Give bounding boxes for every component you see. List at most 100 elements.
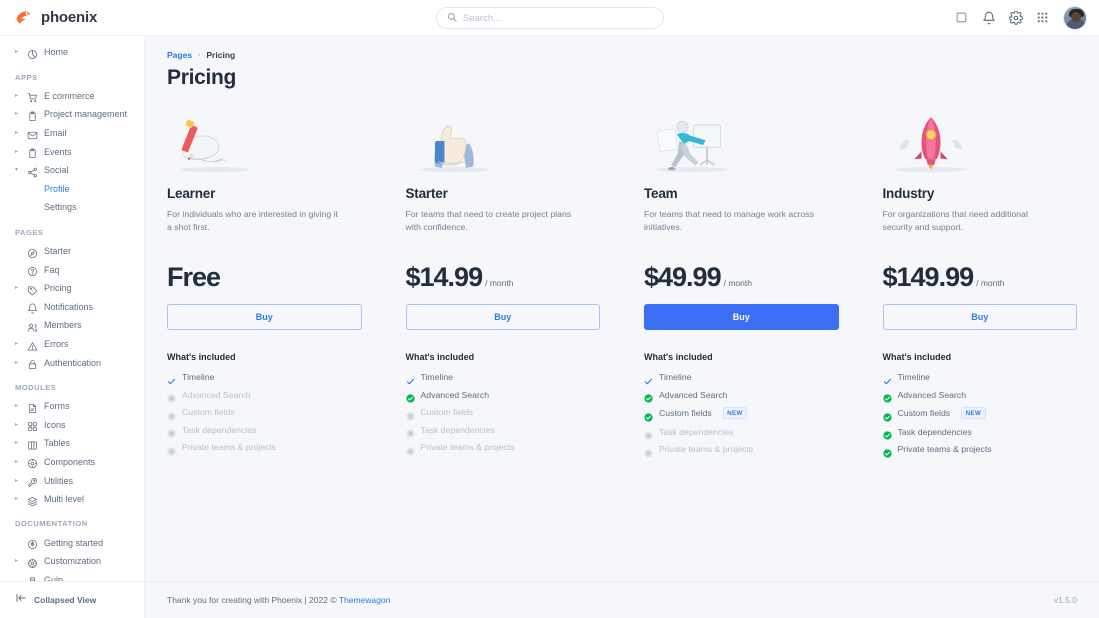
sidebar-item-e-commerce[interactable]: ▸ E commerce (0, 87, 144, 106)
sidebar-subitem-settings[interactable]: Settings (0, 198, 144, 217)
sidebar-item-label: Social (44, 165, 69, 176)
envelope-icon (27, 128, 38, 139)
sidebar-item-notifications[interactable]: Notifications (0, 298, 144, 317)
pricing-card-learner: Learner For individuals who are intereste… (167, 114, 362, 456)
plan-price-period: / month (723, 278, 752, 288)
sidebar-item-home[interactable]: ▸ Home (0, 43, 144, 62)
cross-circle-disabled-icon (405, 408, 415, 421)
feature-item: Timeline (883, 372, 1078, 384)
whats-included-title: What's included (167, 352, 236, 362)
plan-price-row: $14.99/ month (406, 262, 601, 292)
bell-icon[interactable] (982, 11, 996, 25)
sidebar-item-pricing[interactable]: ▸ Pricing (0, 279, 144, 298)
buy-button-industry[interactable]: Buy (882, 304, 1077, 330)
pricing-card-team: Team For teams that need to manage work a… (644, 114, 839, 458)
check-circle-filled-icon (882, 409, 892, 422)
main-content: Pages › Pricing Pricing Learner For indiv… (145, 36, 1099, 618)
sidebar-nav[interactable]: ▸ Home APPS ▸ E commerce ▸ Project management ▸… (0, 36, 144, 581)
feature-label: Task dependencies (897, 426, 972, 437)
chevron-right-icon: ▸ (15, 130, 19, 137)
plan-name: Learner (167, 186, 216, 201)
sidebar-item-icons[interactable]: ▸ Icons (0, 416, 144, 435)
plan-description: For teams that need to manage work acros… (644, 209, 814, 233)
feature-list: Timeline Advanced Search Custom fields Task… (405, 372, 601, 456)
feature-item: Timeline (406, 372, 601, 384)
sidebar-item-social[interactable]: ▾ Social (0, 161, 144, 180)
sidebar-item-components[interactable]: ▸ Components (0, 453, 144, 472)
feature-label: Task dependencies (420, 424, 495, 435)
plan-price-row: $149.99/ month (883, 262, 1078, 292)
feature-label: Task dependencies (659, 426, 734, 437)
body-row: ▸ Home APPS ▸ E commerce ▸ Project management ▸… (0, 36, 1099, 618)
feature-label: Timeline (659, 372, 692, 382)
sidebar-item-multi-level[interactable]: ▸ Multi level (0, 490, 144, 509)
sidebar-item-starter[interactable]: Starter (0, 242, 144, 261)
cog-circle-icon (27, 456, 38, 469)
sidebar-item-events[interactable]: ▸ Events (0, 142, 144, 161)
chevron-right-icon: ▸ (15, 49, 19, 56)
brand[interactable]: phoenix (0, 8, 145, 28)
chevron-right-icon: ▸ (15, 92, 19, 99)
feature-label: Timeline (420, 372, 454, 382)
sidebar-item-getting-started[interactable]: Getting started (0, 533, 144, 552)
avatar-face (1071, 11, 1081, 22)
hand-writing-pencil-illustration (167, 114, 263, 176)
sidebar-item-faq[interactable]: Faq (0, 260, 144, 279)
plan-price-row: $49.99/ month (644, 262, 839, 292)
cross-circle-disabled-icon (167, 443, 176, 456)
collapsed-view-toggle[interactable]: Collapsed View (0, 581, 144, 618)
pricing-card-starter: Starter For teams that need to create pro… (405, 114, 601, 456)
search-box[interactable] (436, 7, 664, 29)
sidebar-item-forms[interactable]: ▸ Forms (0, 397, 144, 416)
sidebar-item-members[interactable]: Members (0, 316, 144, 335)
cup-icon (27, 574, 38, 581)
pricing-card-industry: Industry For organizations that need addi… (882, 114, 1078, 458)
question-circle-icon (27, 264, 38, 277)
sidebar-item-utilities[interactable]: ▸ Utilities (0, 471, 144, 490)
breadcrumb-parent[interactable]: Pages (167, 50, 193, 60)
sidebar-item-gulp[interactable]: Gulp (0, 571, 144, 581)
buy-button-team[interactable]: Buy (644, 304, 839, 330)
topbar-actions (955, 5, 1099, 30)
sidebar-item-errors[interactable]: ▸ Errors (0, 335, 144, 354)
sidebar-item-authentication[interactable]: ▸ Authentication (0, 353, 144, 372)
feature-label: Task dependencies (182, 424, 257, 435)
plan-description: For teams that need to create project pl… (405, 209, 572, 233)
feature-item: Advanced Search (882, 390, 1078, 403)
sidebar-item-tables[interactable]: ▸ Tables (0, 434, 144, 453)
gear-icon[interactable] (1008, 10, 1024, 25)
sidebar-item-label: Starter (44, 246, 72, 257)
sidebar-item-customization[interactable]: ▸ Customization (0, 552, 144, 571)
apps-grid-icon[interactable] (1036, 11, 1050, 25)
sidebar-item-project-management[interactable]: ▸ Project management (0, 105, 144, 124)
chevron-right-icon: ▸ (15, 440, 19, 447)
sidebar-item-label: Authentication (44, 357, 102, 368)
buy-button-starter[interactable]: Buy (405, 304, 600, 330)
chevron-right-icon: ▸ (15, 111, 19, 118)
theme-toggle-icon[interactable] (955, 11, 969, 25)
feature-item: Task dependencies (167, 424, 362, 438)
avatar[interactable] (1063, 5, 1087, 30)
bell-icon (27, 301, 38, 314)
sidebar-section-documentation: DOCUMENTATION (15, 519, 88, 529)
buy-button-learner[interactable]: Buy (167, 304, 362, 330)
plan-description: For individuals who are interested in gi… (167, 209, 338, 233)
breadcrumb-separator: › (198, 51, 201, 59)
themewagon-link[interactable]: Themewagon (338, 595, 391, 605)
sidebar-item-label: Members (44, 320, 82, 331)
tag-icon (27, 283, 38, 296)
plan-price: $149.99 (882, 262, 975, 292)
check-icon (644, 373, 653, 384)
sidebar-item-email[interactable]: ▸ Email (0, 124, 144, 143)
search-input[interactable] (463, 12, 653, 24)
feature-item: Private teams & projects (644, 444, 839, 458)
footer-credit: Thank you for creating with Phoenix | 20… (167, 595, 390, 605)
sidebar: ▸ Home APPS ▸ E commerce ▸ Project management ▸… (0, 36, 145, 618)
collapse-arrow-icon (15, 591, 27, 609)
sidebar-subitem-profile[interactable]: Profile (0, 180, 144, 199)
app-version: v1.5.0 (1053, 595, 1077, 605)
layers-icon (27, 494, 38, 506)
person-presenting-board-illustration (644, 114, 740, 176)
footer: Thank you for creating with Phoenix | 20… (145, 581, 1099, 618)
cross-circle-disabled-icon (167, 425, 176, 438)
